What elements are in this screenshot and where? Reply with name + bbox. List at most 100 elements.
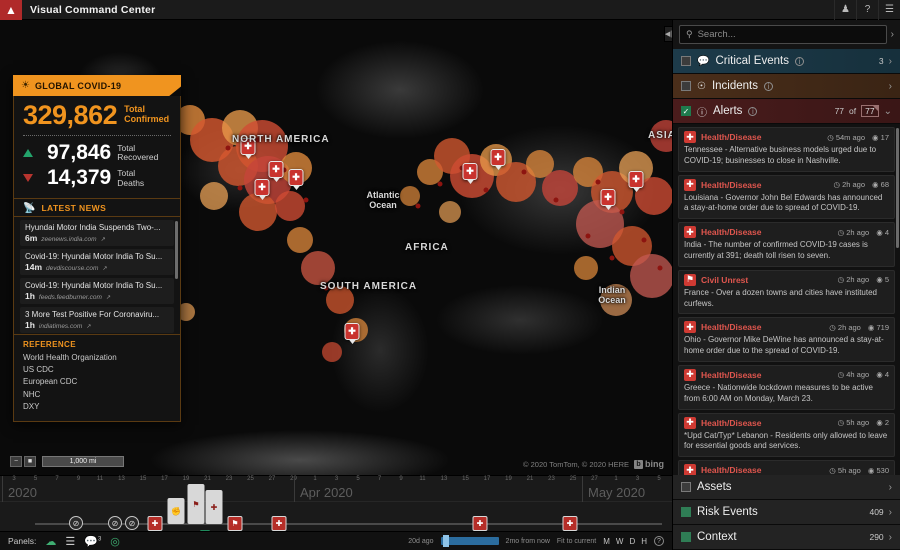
- info-icon[interactable]: i: [748, 106, 758, 116]
- reference-link[interactable]: DXY: [23, 402, 40, 412]
- timeline-help-icon[interactable]: ?: [654, 536, 664, 546]
- map-case-bubble[interactable]: [287, 227, 313, 253]
- latest-news-list[interactable]: Hyundai Motor India Suspends Two-... 6m ze…: [13, 216, 181, 335]
- fit-to-current-button[interactable]: Fit to current: [556, 537, 597, 545]
- map-alert-pin[interactable]: ✚: [600, 189, 616, 206]
- map-event-dot[interactable]: [323, 285, 329, 291]
- alert-item[interactable]: ✚ Health/Disease ◷ 4h ago ◉ 4 Greece - Natio…: [678, 364, 895, 410]
- map-alert-pin[interactable]: ✚: [344, 323, 360, 340]
- alert-item[interactable]: ✚ Health/Disease ◷ 2h ago ◉ 719 Ohio - Gover…: [678, 317, 895, 362]
- user-account-icon[interactable]: ♟: [834, 0, 856, 20]
- external-link-icon[interactable]: ↗: [105, 294, 111, 301]
- alert-item[interactable]: ✚ Health/Disease ◷ 54m ago ◉ 17 Tennessee - …: [678, 127, 895, 172]
- timeline-event-marker[interactable]: ✚: [562, 516, 578, 531]
- map-event-dot[interactable]: [553, 197, 559, 203]
- map-alert-pin[interactable]: ✚: [254, 179, 270, 196]
- time-unit-selector[interactable]: M W D H: [603, 537, 647, 546]
- news-item[interactable]: Hyundai Motor India Suspends Two-... 6m ze…: [20, 219, 174, 246]
- timeline-track[interactable]: ⊘ ⊘ ⊘ ✚ ✊ ⚑ ✚ ⚑ ✚ ✚ ✚: [0, 484, 672, 537]
- map-event-dot[interactable]: [657, 265, 663, 271]
- map-case-bubble[interactable]: [322, 342, 342, 362]
- map-case-bubble[interactable]: [200, 182, 228, 210]
- timeline-range-slider[interactable]: [440, 535, 499, 547]
- reference-link[interactable]: European CDC: [23, 377, 78, 387]
- map-alert-pin[interactable]: ✚: [288, 169, 304, 186]
- map-event-dot[interactable]: [483, 187, 489, 193]
- sidebar-item-alerts[interactable]: ✓ ⓘ Alerts i 77 of 77 ⌄: [673, 99, 900, 124]
- map-event-dot[interactable]: [281, 167, 287, 173]
- external-link-icon[interactable]: ↗: [100, 236, 106, 243]
- timeline-event-marker[interactable]: ✊: [167, 498, 185, 524]
- map-event-dot[interactable]: [641, 237, 647, 243]
- map-event-dot[interactable]: [303, 197, 309, 203]
- unit-month[interactable]: M: [603, 536, 610, 546]
- unit-day[interactable]: D: [629, 536, 636, 546]
- search-input[interactable]: ⚲ Search...: [679, 25, 887, 44]
- chevron-right-icon[interactable]: ›: [888, 506, 892, 518]
- map-event-dot[interactable]: [437, 181, 443, 187]
- timeline-event-marker[interactable]: ✚: [205, 490, 223, 524]
- timeline-ruler[interactable]: 3579111315171921232527291357911131517192…: [0, 476, 672, 502]
- map-event-dot[interactable]: [415, 203, 421, 209]
- timeline-event-marker[interactable]: ✚: [472, 516, 488, 531]
- map-case-bubble[interactable]: [574, 256, 598, 280]
- zoom-out-button[interactable]: −: [10, 456, 22, 467]
- info-icon[interactable]: i: [764, 81, 773, 91]
- reference-link[interactable]: US CDC: [23, 365, 54, 375]
- alert-item[interactable]: ✚ Health/Disease ◷ 2h ago ◉ 4 India - The nu…: [678, 222, 895, 267]
- timeline-event-marker[interactable]: ✚: [271, 516, 287, 531]
- incidents-checkbox[interactable]: [681, 81, 691, 91]
- map-case-bubble[interactable]: [326, 286, 354, 314]
- unit-hour[interactable]: H: [641, 536, 647, 546]
- map-event-dot[interactable]: [237, 185, 243, 191]
- chevron-right-icon[interactable]: ›: [888, 481, 892, 493]
- timeline-event-marker[interactable]: ⚑: [187, 484, 205, 524]
- alerts-count-total[interactable]: 77: [861, 105, 879, 117]
- chevron-right-icon[interactable]: ›: [888, 80, 892, 92]
- map-event-dot[interactable]: [521, 169, 527, 175]
- map-event-dot[interactable]: [595, 179, 601, 185]
- map-case-bubble[interactable]: [542, 170, 578, 206]
- info-icon[interactable]: i: [794, 56, 804, 66]
- list-panel-icon[interactable]: ☰: [65, 535, 76, 548]
- alert-item[interactable]: ⚑ Civil Unrest ◷ 2h ago ◉ 5 France - Over a …: [678, 269, 895, 315]
- chevron-down-icon[interactable]: ⌄: [883, 105, 892, 117]
- collapse-panel-icon[interactable]: ◀|: [664, 26, 673, 42]
- sidebar-item-incidents[interactable]: ☉ Incidents i ›: [673, 74, 900, 99]
- alerts-list[interactable]: ✚ Health/Disease ◷ 54m ago ◉ 17 Tennessee - …: [673, 124, 900, 475]
- news-item[interactable]: Covid-19: Hyundai Motor India To Su... 14…: [20, 248, 174, 275]
- alert-item[interactable]: ✚ Health/Disease ◷ 5h ago ◉ 2 *Upd Cat/Typ* …: [678, 412, 895, 458]
- critical-events-checkbox[interactable]: [681, 56, 691, 66]
- reference-link[interactable]: NHC: [23, 389, 41, 399]
- map-alert-pin[interactable]: ✚: [628, 171, 644, 188]
- timeline-event-marker[interactable]: ⚑: [227, 516, 243, 531]
- critical-events-panel-icon[interactable]: 💬3: [84, 535, 102, 548]
- sidebar-item-risk-events[interactable]: Risk Events 409 ›: [673, 500, 900, 525]
- map-event-dot[interactable]: [255, 137, 261, 143]
- timeline-event-marker[interactable]: ⊘: [108, 516, 122, 530]
- external-link-icon[interactable]: ↗: [86, 323, 92, 330]
- help-icon[interactable]: ?: [856, 0, 878, 20]
- reference-link[interactable]: World Health Organization: [23, 352, 117, 362]
- context-checkbox[interactable]: [681, 532, 691, 542]
- timeline[interactable]: 3579111315171921232527291357911131517192…: [0, 475, 672, 550]
- news-item[interactable]: Covid-19: Hyundai Motor India To Su... 1h…: [20, 277, 174, 304]
- zoom-in-button[interactable]: ■: [24, 456, 36, 467]
- sidebar-item-context[interactable]: Context 290 ›: [673, 525, 900, 550]
- map-event-dot[interactable]: [609, 255, 615, 261]
- external-link-icon[interactable]: ↗: [102, 265, 108, 272]
- unit-week[interactable]: W: [615, 536, 624, 546]
- map-case-bubble[interactable]: [600, 284, 632, 316]
- map-case-bubble[interactable]: [400, 186, 420, 206]
- map-event-dot[interactable]: [619, 209, 625, 215]
- map-case-bubble[interactable]: [301, 251, 335, 285]
- news-scrollbar[interactable]: [175, 220, 178, 279]
- alerts-checkbox[interactable]: ✓: [681, 106, 691, 116]
- map-alert-pin[interactable]: ✚: [490, 149, 506, 166]
- search-expand-icon[interactable]: ›: [890, 29, 894, 40]
- target-panel-icon[interactable]: ◎: [110, 535, 120, 548]
- alert-item[interactable]: ✚Health/Disease◷ 5h ago◉ 530Niteroi - Ci…: [678, 460, 895, 475]
- map-alert-pin[interactable]: ✚: [462, 163, 478, 180]
- map-event-dot[interactable]: [225, 145, 231, 151]
- rss-feed-icon[interactable]: ☁: [45, 535, 57, 548]
